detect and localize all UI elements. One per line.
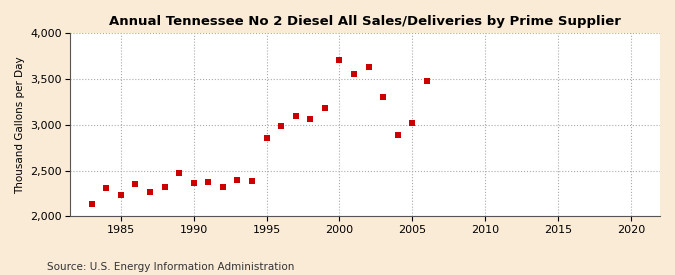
- Text: Source: U.S. Energy Information Administration: Source: U.S. Energy Information Administ…: [47, 262, 294, 272]
- Point: [217, 185, 228, 190]
- Point: [159, 184, 170, 189]
- Point: [144, 189, 155, 194]
- Point: [407, 121, 418, 125]
- Point: [421, 79, 432, 83]
- Y-axis label: Thousand Gallons per Day: Thousand Gallons per Day: [15, 56, 25, 194]
- Point: [290, 113, 301, 118]
- Point: [334, 58, 345, 62]
- Point: [173, 171, 184, 175]
- Title: Annual Tennessee No 2 Diesel All Sales/Deliveries by Prime Supplier: Annual Tennessee No 2 Diesel All Sales/D…: [109, 15, 621, 28]
- Point: [115, 193, 126, 197]
- Point: [378, 95, 389, 100]
- Point: [101, 186, 111, 190]
- Point: [392, 133, 403, 137]
- Point: [188, 181, 199, 185]
- Point: [305, 117, 316, 122]
- Point: [86, 202, 97, 207]
- Point: [246, 179, 257, 183]
- Point: [130, 182, 141, 186]
- Point: [275, 123, 286, 128]
- Point: [232, 178, 243, 182]
- Point: [363, 65, 374, 69]
- Point: [203, 180, 214, 185]
- Point: [319, 106, 330, 110]
- Point: [261, 135, 272, 140]
- Point: [348, 72, 359, 77]
